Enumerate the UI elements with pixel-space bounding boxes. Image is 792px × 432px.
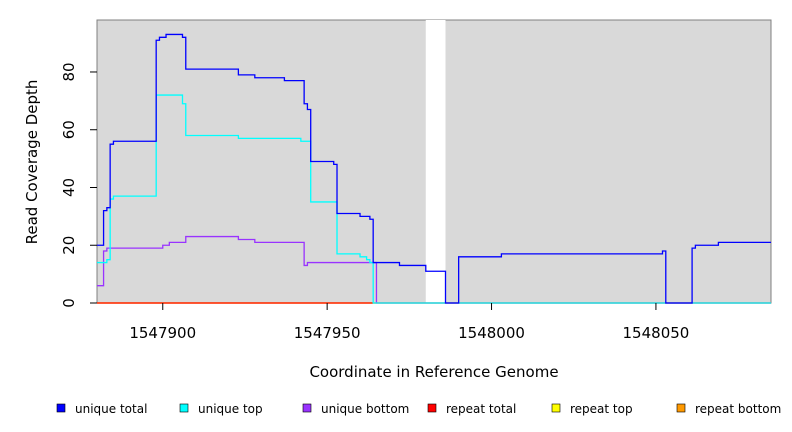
y-tick-label: 80 (60, 62, 78, 81)
x-axis-title: Coordinate in Reference Genome (309, 363, 558, 381)
y-tick-label: 40 (60, 178, 78, 197)
x-tick-label: 1547900 (129, 324, 196, 342)
y-axis: 0 20 40 60 80 (60, 62, 97, 308)
x-axis: 1547900 1547950 1548000 1548050 (129, 303, 689, 342)
legend-label: unique total (75, 402, 147, 416)
legend-swatch (302, 403, 312, 413)
series-line-unique-top (97, 94, 771, 304)
x-tick-label: 1547950 (294, 324, 361, 342)
x-tick-label: 1548000 (458, 324, 525, 342)
legend-swatch (676, 403, 686, 413)
legend-swatch (427, 403, 437, 413)
x-tick-label: 1548050 (623, 324, 690, 342)
series-line-unique-total (97, 33, 771, 304)
legend-label: unique bottom (321, 402, 409, 416)
legend-swatch (551, 403, 561, 413)
legend-item-unique-top: unique top (179, 402, 263, 416)
y-tick-label: 60 (60, 120, 78, 139)
legend-item-repeat-top: repeat top (551, 402, 633, 416)
legend-item-unique-bottom: unique bottom (302, 402, 409, 416)
legend-label: repeat bottom (695, 402, 781, 416)
legend-label: repeat total (446, 402, 516, 416)
legend: unique total unique top unique bottom repea… (56, 402, 781, 416)
legend-item-unique-total: unique total (56, 402, 147, 416)
legend-label: repeat top (570, 402, 633, 416)
legend-label: unique top (198, 402, 263, 416)
y-axis-title: Read Coverage Depth (23, 80, 41, 245)
series-line-unique-bottom (97, 235, 771, 304)
gap-region (425, 20, 446, 303)
y-tick-label: 20 (60, 236, 78, 255)
legend-swatch (56, 403, 66, 413)
legend-item-repeat-bottom: repeat bottom (676, 402, 781, 416)
legend-swatch (179, 403, 189, 413)
legend-item-repeat-total: repeat total (427, 402, 516, 416)
y-tick-label: 0 (60, 298, 78, 308)
